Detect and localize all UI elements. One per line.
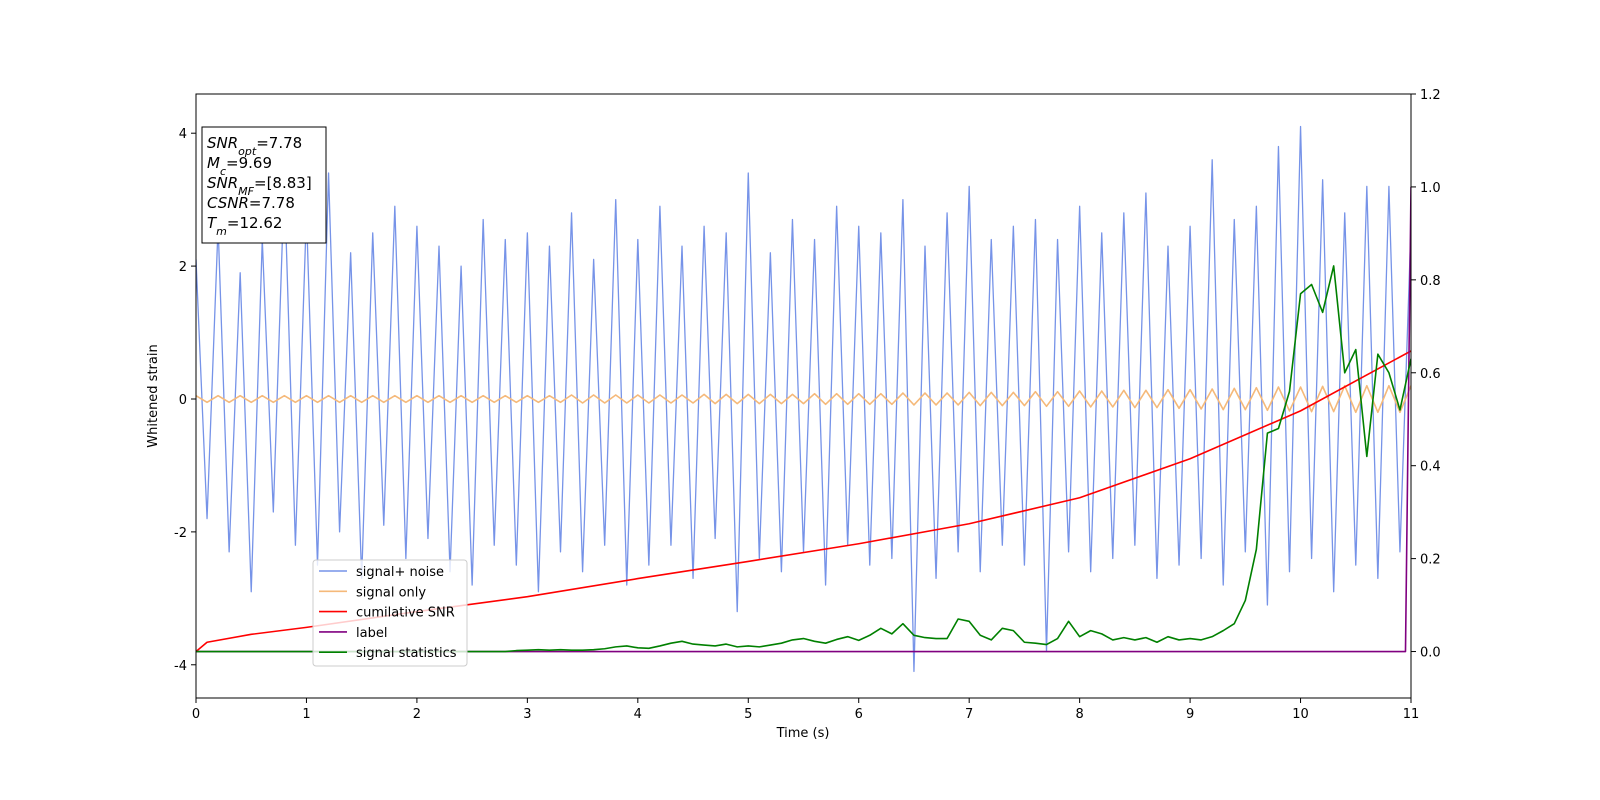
annotation: Tm=12.62 (207, 214, 282, 238)
annotation: CSNR=7.78 (207, 194, 295, 212)
legend-label: signal only (356, 585, 426, 600)
legend-label: cumilative SNR (356, 606, 455, 621)
x-tick-label: 9 (1186, 707, 1194, 722)
x-tick-label: 6 (855, 707, 863, 722)
y2-tick-label: 1.2 (1420, 88, 1441, 103)
y2-tick-label: 0.2 (1420, 553, 1441, 568)
legend-box (312, 559, 468, 667)
annotation: SNRopt=7.78 (207, 134, 302, 158)
x-axis-label: Time (s) (776, 726, 830, 741)
annotation-text: =7.78 (249, 194, 295, 212)
y-tick-label: 2 (179, 260, 187, 275)
annotation-box (201, 126, 327, 244)
annotation-base: CSNR (207, 194, 249, 212)
legend-label: label (356, 626, 387, 641)
annotation-base: SNR (207, 174, 238, 192)
x-tick-label: 2 (413, 707, 421, 722)
y2-tick-label: 0.4 (1420, 460, 1441, 475)
x-tick-label: 5 (744, 707, 752, 722)
x-tick-label: 1 (302, 707, 310, 722)
y-tick-label: -2 (174, 526, 187, 541)
annotation-sub: opt (238, 145, 257, 158)
annotation-sub: MF (238, 185, 254, 198)
x-tick-label: 11 (1403, 707, 1420, 722)
x-tick-label: 10 (1292, 707, 1309, 722)
y2-tick-label: 0.8 (1420, 274, 1441, 289)
series-line (196, 384, 1411, 414)
annotation-text: =[8.83] (254, 174, 312, 192)
y2-tick-label: 1.0 (1420, 181, 1441, 196)
legend-label: signal statistics (356, 646, 457, 661)
x-tick-label: 0 (192, 707, 200, 722)
annotation-sub: c (220, 165, 226, 178)
y-axis-label: Whitened strain (146, 344, 161, 447)
x-tick-label: 4 (634, 707, 642, 722)
x-tick-label: 7 (965, 707, 973, 722)
annotation: SNRMF=[8.83] (207, 174, 312, 198)
annotation-base: SNR (207, 134, 238, 152)
legend-label: signal+ noise (356, 565, 444, 580)
y2-tick-label: 0.6 (1420, 367, 1441, 382)
series-line (196, 350, 1411, 653)
annotation-base: M (207, 154, 220, 172)
series-line (196, 186, 1411, 653)
annotation-text: =12.62 (227, 214, 283, 232)
x-tick-label: 3 (523, 707, 531, 722)
annotation-text: =9.69 (226, 154, 272, 172)
annotation-text: =7.78 (256, 134, 302, 152)
x-tick-label: 8 (1075, 707, 1083, 722)
y-tick-label: -4 (174, 659, 187, 674)
y-tick-label: 4 (179, 127, 187, 142)
y2-tick-label: 0.0 (1420, 646, 1441, 661)
y-tick-label: 0 (179, 393, 187, 408)
annotation-sub: m (216, 225, 227, 238)
axes-frame (195, 93, 1412, 699)
annotation-base: T (207, 214, 218, 232)
annotation: Mc=9.69 (207, 154, 272, 178)
